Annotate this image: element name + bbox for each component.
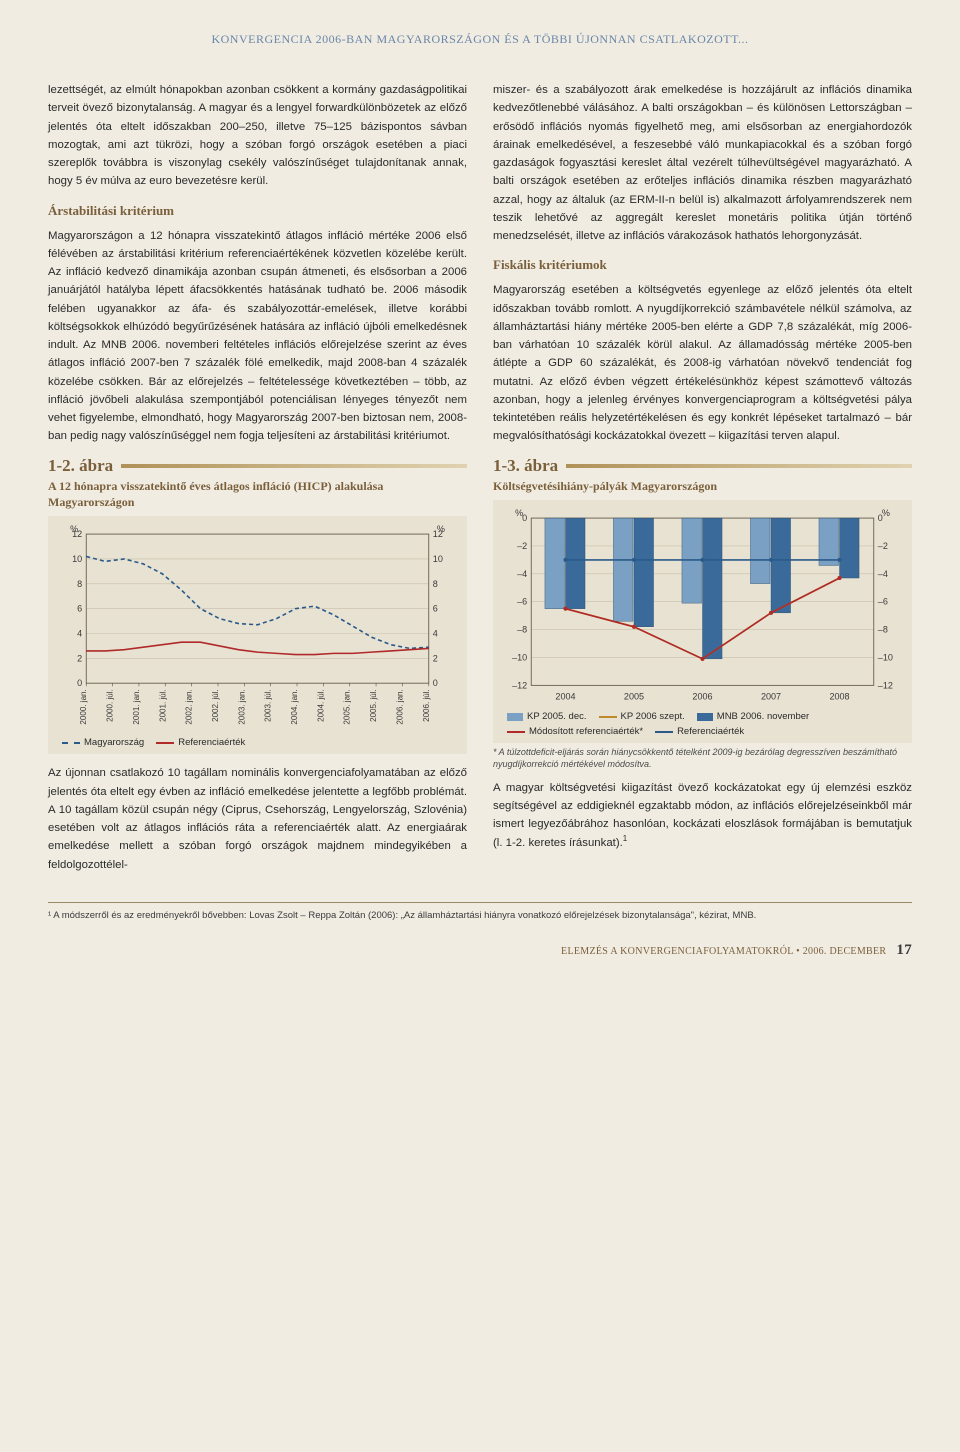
fig12-label-text: 1-2. ábra [48,456,113,476]
svg-text:0: 0 [77,678,82,688]
svg-text:10: 10 [72,554,82,564]
fig12-svg: 002244668810101212%%2000. jan.2000. júl.… [56,522,459,734]
page-number: 17 [896,942,912,959]
legend-label-kp2006: KP 2006 szept. [621,711,685,722]
svg-text:0: 0 [433,678,438,688]
fig13-svg: –12–12–10–10–8–8–6–6–4–4–2–200%%20042005… [501,506,904,708]
fig12-chart: 002244668810101212%%2000. jan.2000. júl.… [48,516,467,755]
svg-text:10: 10 [433,554,443,564]
legend-label-hungary: Magyarország [84,737,144,748]
legend-label-kp2005: KP 2005. dec. [527,711,587,722]
svg-text:–2: –2 [878,541,888,551]
svg-text:2002. jan.: 2002. jan. [185,689,194,724]
svg-text:2008: 2008 [829,691,849,701]
svg-text:–8: –8 [878,624,888,634]
svg-text:2001. jan.: 2001. jan. [132,689,141,724]
fig12-legend-hungary: Magyarország [62,737,144,748]
svg-text:–6: –6 [517,596,527,606]
svg-text:2004. júl.: 2004. júl. [316,689,325,722]
svg-text:8: 8 [433,579,438,589]
svg-text:%: % [515,508,523,518]
fig12-legend-ref: Referenciaérték [156,737,245,748]
svg-text:6: 6 [77,604,82,614]
fig13-legend-ref: Referenciaérték [655,726,744,737]
svg-text:–10: –10 [878,652,893,662]
fig13-label-text: 1-3. ábra [493,456,558,476]
svg-text:–4: –4 [878,569,888,579]
legend-swatch-hungary [62,742,80,744]
page-footer: ELEMZÉS A KONVERGENCIAFOLYAMATOKRÓL • 20… [48,942,912,959]
svg-text:2003. júl.: 2003. júl. [264,689,273,722]
svg-text:2002. júl.: 2002. júl. [211,689,220,722]
left-column: lezettségét, az elmúlt hónapokban azonba… [48,81,467,884]
svg-text:%: % [882,508,890,518]
svg-text:4: 4 [77,628,82,638]
fig13-chart: –12–12–10–10–8–8–6–6–4–4–2–200%%20042005… [493,500,912,744]
svg-text:2000. júl.: 2000. júl. [106,689,115,722]
fig13-legend-modref: Módosított referenciaérték* [507,726,643,737]
svg-text:–12: –12 [878,680,893,690]
svg-text:–2: –2 [517,541,527,551]
legend-swatch-ref2 [655,731,673,733]
fig13-legend-mnb: MNB 2006. november [697,711,809,722]
fig13-legend-kp2006: KP 2006 szept. [599,711,685,722]
svg-text:–12: –12 [512,680,527,690]
fig13-title: Költségvetésihiány-pályák Magyarországon [493,478,912,494]
subhead-arstab: Árstabilitási kritérium [48,203,467,219]
svg-text:–8: –8 [517,624,527,634]
running-head: KONVERGENCIA 2006-BAN MAGYARORSZÁGON ÉS … [48,32,912,47]
svg-text:8: 8 [77,579,82,589]
footer-text: ELEMZÉS A KONVERGENCIAFOLYAMATOKRÓL • 20… [561,946,886,957]
svg-text:–6: –6 [878,596,888,606]
svg-text:2000. jan.: 2000. jan. [79,689,88,724]
subhead-fiskalis: Fiskális kritériumok [493,257,912,273]
right-column: miszer- és a szabályozott árak emelkedés… [493,81,912,884]
right-p1: miszer- és a szabályozott árak emelkedés… [493,81,912,245]
svg-text:%: % [70,524,78,534]
svg-text:2005. júl.: 2005. júl. [369,689,378,722]
left-p2: Magyarországon a 12 hónapra visszatekint… [48,227,467,446]
fig13-legend-kp2005: KP 2005. dec. [507,711,587,722]
left-p3: Az újonnan csatlakozó 10 tagállam nominá… [48,764,467,874]
left-p1: lezettségét, az elmúlt hónapokban azonba… [48,81,467,191]
svg-text:2005. jan.: 2005. jan. [343,689,352,724]
legend-label-mnb: MNB 2006. november [717,711,809,722]
svg-text:–4: –4 [517,569,527,579]
svg-text:6: 6 [433,604,438,614]
legend-label-ref2: Referenciaérték [677,726,744,737]
fig13-legend: KP 2005. dec. KP 2006 szept. MNB 2006. n… [501,707,904,739]
svg-text:2001. júl.: 2001. júl. [158,689,167,722]
svg-text:%: % [437,524,445,534]
fig13-rule [566,464,912,468]
svg-text:2003. jan.: 2003. jan. [237,689,246,724]
svg-text:2006. jan.: 2006. jan. [395,689,404,724]
fig12-title: A 12 hónapra visszatekintő éves átlagos … [48,478,467,510]
svg-text:2005: 2005 [624,691,644,701]
fig12-legend: Magyarország Referenciaérték [56,733,459,750]
svg-text:2004: 2004 [555,691,575,701]
legend-swatch-kp2005 [507,713,523,721]
svg-text:2: 2 [433,653,438,663]
fig13-star-note: * A túlzottdeficit-eljárás során hiánycs… [493,747,912,770]
fig13-label: 1-3. ábra [493,456,912,476]
svg-text:2007: 2007 [761,691,781,701]
svg-text:2: 2 [77,653,82,663]
legend-swatch-ref [156,742,174,744]
legend-label-modref: Módosított referenciaérték* [529,726,643,737]
right-p2: Magyarország esetében a költségvetés egy… [493,281,912,445]
svg-text:4: 4 [433,628,438,638]
footnote: ¹ A módszerről és az eredményekről bőveb… [48,902,912,922]
svg-text:2004. jan.: 2004. jan. [290,689,299,724]
fig12-rule [121,464,467,468]
right-p3: A magyar költségvetési kiigazítást övező… [493,779,912,853]
legend-label-ref: Referenciaérték [178,737,245,748]
legend-swatch-modref [507,731,525,733]
fig12-label: 1-2. ábra [48,456,467,476]
legend-swatch-mnb [697,713,713,721]
svg-text:2006: 2006 [692,691,712,701]
legend-swatch-kp2006 [599,716,617,718]
svg-text:–10: –10 [512,652,527,662]
svg-text:2006. júl.: 2006. júl. [422,689,431,722]
